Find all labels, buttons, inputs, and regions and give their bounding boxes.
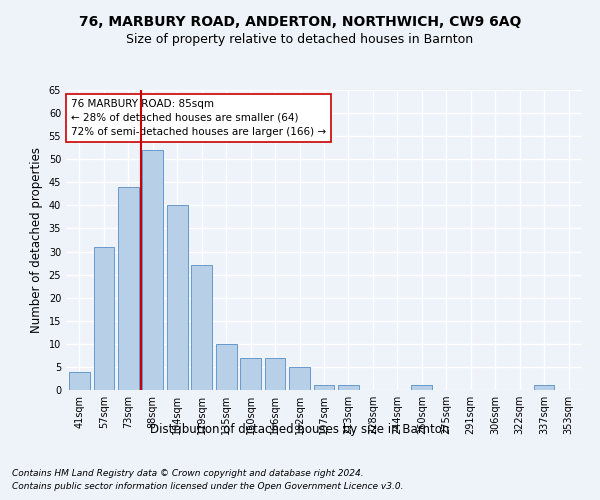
Text: Size of property relative to detached houses in Barnton: Size of property relative to detached ho…: [127, 32, 473, 46]
Bar: [94, 247, 114, 390]
Bar: [191, 266, 212, 390]
Bar: [142, 150, 163, 390]
Bar: [534, 386, 554, 390]
Bar: [338, 386, 359, 390]
Bar: [240, 358, 261, 390]
Bar: [289, 367, 310, 390]
Text: Contains public sector information licensed under the Open Government Licence v3: Contains public sector information licen…: [12, 482, 404, 491]
Text: Contains HM Land Registry data © Crown copyright and database right 2024.: Contains HM Land Registry data © Crown c…: [12, 468, 364, 477]
Text: 76 MARBURY ROAD: 85sqm
← 28% of detached houses are smaller (64)
72% of semi-det: 76 MARBURY ROAD: 85sqm ← 28% of detached…: [71, 99, 326, 137]
Bar: [412, 386, 432, 390]
Bar: [216, 344, 236, 390]
Y-axis label: Number of detached properties: Number of detached properties: [30, 147, 43, 333]
Bar: [69, 372, 90, 390]
Bar: [118, 187, 139, 390]
Text: 76, MARBURY ROAD, ANDERTON, NORTHWICH, CW9 6AQ: 76, MARBURY ROAD, ANDERTON, NORTHWICH, C…: [79, 15, 521, 29]
Bar: [167, 206, 188, 390]
Text: Distribution of detached houses by size in Barnton: Distribution of detached houses by size …: [151, 422, 449, 436]
Bar: [265, 358, 286, 390]
Bar: [314, 386, 334, 390]
